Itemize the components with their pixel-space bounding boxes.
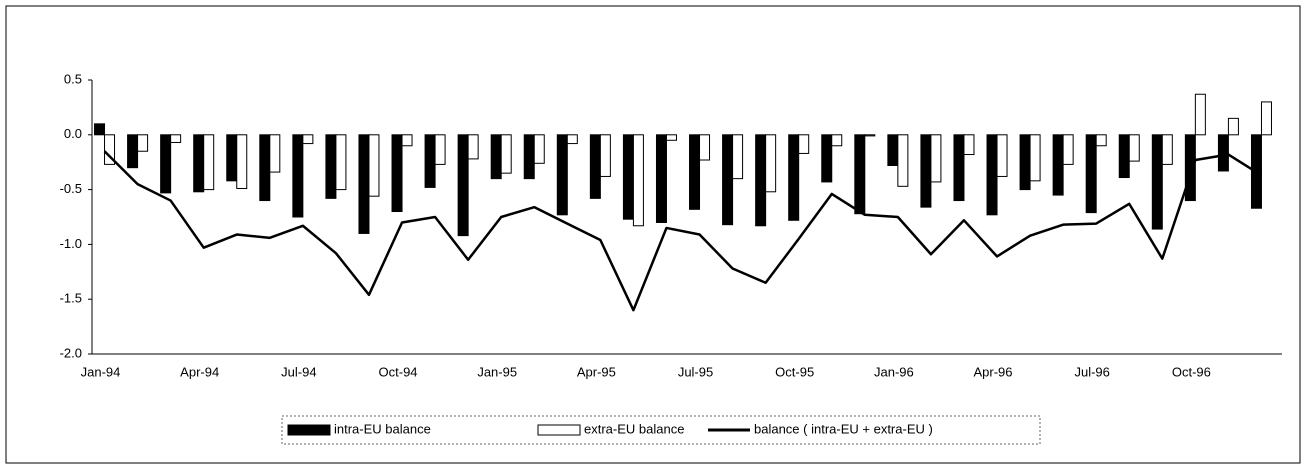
bar [533,134,545,164]
bar [1019,134,1031,191]
bar [1085,134,1097,214]
y-tick-label: 0.0 [64,126,82,141]
bar [1227,117,1239,136]
bar [424,134,436,188]
legend-label: extra-EU balance [584,421,684,436]
bar [391,134,403,213]
legend-label: intra-EU balance [334,421,431,436]
bar [401,134,413,147]
bar [457,134,469,237]
bar [864,134,876,137]
bar [655,134,667,223]
bar [732,134,744,180]
bar [699,134,711,161]
bar [887,134,899,166]
x-tick-label: Oct-96 [1172,364,1211,379]
x-tick-label: Apr-94 [180,364,219,379]
y-tick-label: -0.5 [60,181,82,196]
x-tick-label: Apr-95 [577,364,616,379]
legend-box [281,415,1041,445]
bar [599,134,611,177]
bar [566,134,578,145]
bar [953,134,965,202]
bar [1260,101,1272,136]
bar [1062,134,1074,165]
chart-frame [5,5,1301,464]
legend-swatch [537,424,581,436]
bar [986,134,998,216]
bar [1194,93,1206,136]
x-tick-label: Jul-95 [678,364,713,379]
bar [236,134,248,190]
x-tick-label: Jul-94 [281,364,316,379]
bar [665,134,677,141]
bar [589,134,601,199]
bar [1151,134,1163,230]
line [103,150,1263,312]
bar [434,134,446,165]
bar [325,134,337,199]
y-tick-label: -2.0 [60,345,82,360]
y-tick-label: 0.5 [64,71,82,86]
bar [622,134,634,220]
bar [556,134,568,216]
bar [755,134,767,227]
bar [996,134,1008,177]
bar [104,134,116,165]
y-tick-label: -1.0 [60,236,82,251]
bar [798,134,810,154]
x-tick-label: Jan-96 [874,364,914,379]
x-tick-label: Jul-96 [1074,364,1109,379]
bar [523,134,535,180]
bar [292,134,304,218]
x-tick-label: Oct-94 [379,364,418,379]
bar [203,134,215,191]
bar [467,134,479,160]
bar [897,134,909,187]
bar [930,134,942,183]
bar [722,134,734,226]
bar [368,134,380,197]
bar [170,134,182,143]
bar [94,123,106,136]
bar [788,134,800,221]
bar [259,134,271,202]
bar [1029,134,1041,182]
bar [831,134,843,147]
bar [1217,134,1229,172]
bar [963,134,975,156]
bar [689,134,701,210]
bar [1184,134,1196,202]
bar [1118,134,1130,179]
bar [137,134,149,152]
bar [1161,134,1173,165]
bar [821,134,833,183]
bar [500,134,512,174]
y-tick-label: -1.5 [60,291,82,306]
x-tick-label: Apr-96 [974,364,1013,379]
bar [127,134,139,169]
legend-label: balance ( intra-EU + extra-EU ) [754,421,933,436]
bar [632,134,644,227]
bar [226,134,238,182]
bar [1128,134,1140,162]
legend-swatch [287,424,331,436]
bar [1052,134,1064,196]
x-tick-label: Oct-95 [775,364,814,379]
x-tick-label: Jan-94 [81,364,121,379]
bar [160,134,172,194]
bar [302,134,314,145]
bar [193,134,205,193]
bar [854,134,866,215]
bar [920,134,932,208]
bar [1095,134,1107,147]
bar [358,134,370,234]
bar [490,134,502,180]
bar [269,134,281,173]
bar [335,134,347,191]
x-tick-label: Jan-95 [477,364,517,379]
bar [765,134,777,193]
